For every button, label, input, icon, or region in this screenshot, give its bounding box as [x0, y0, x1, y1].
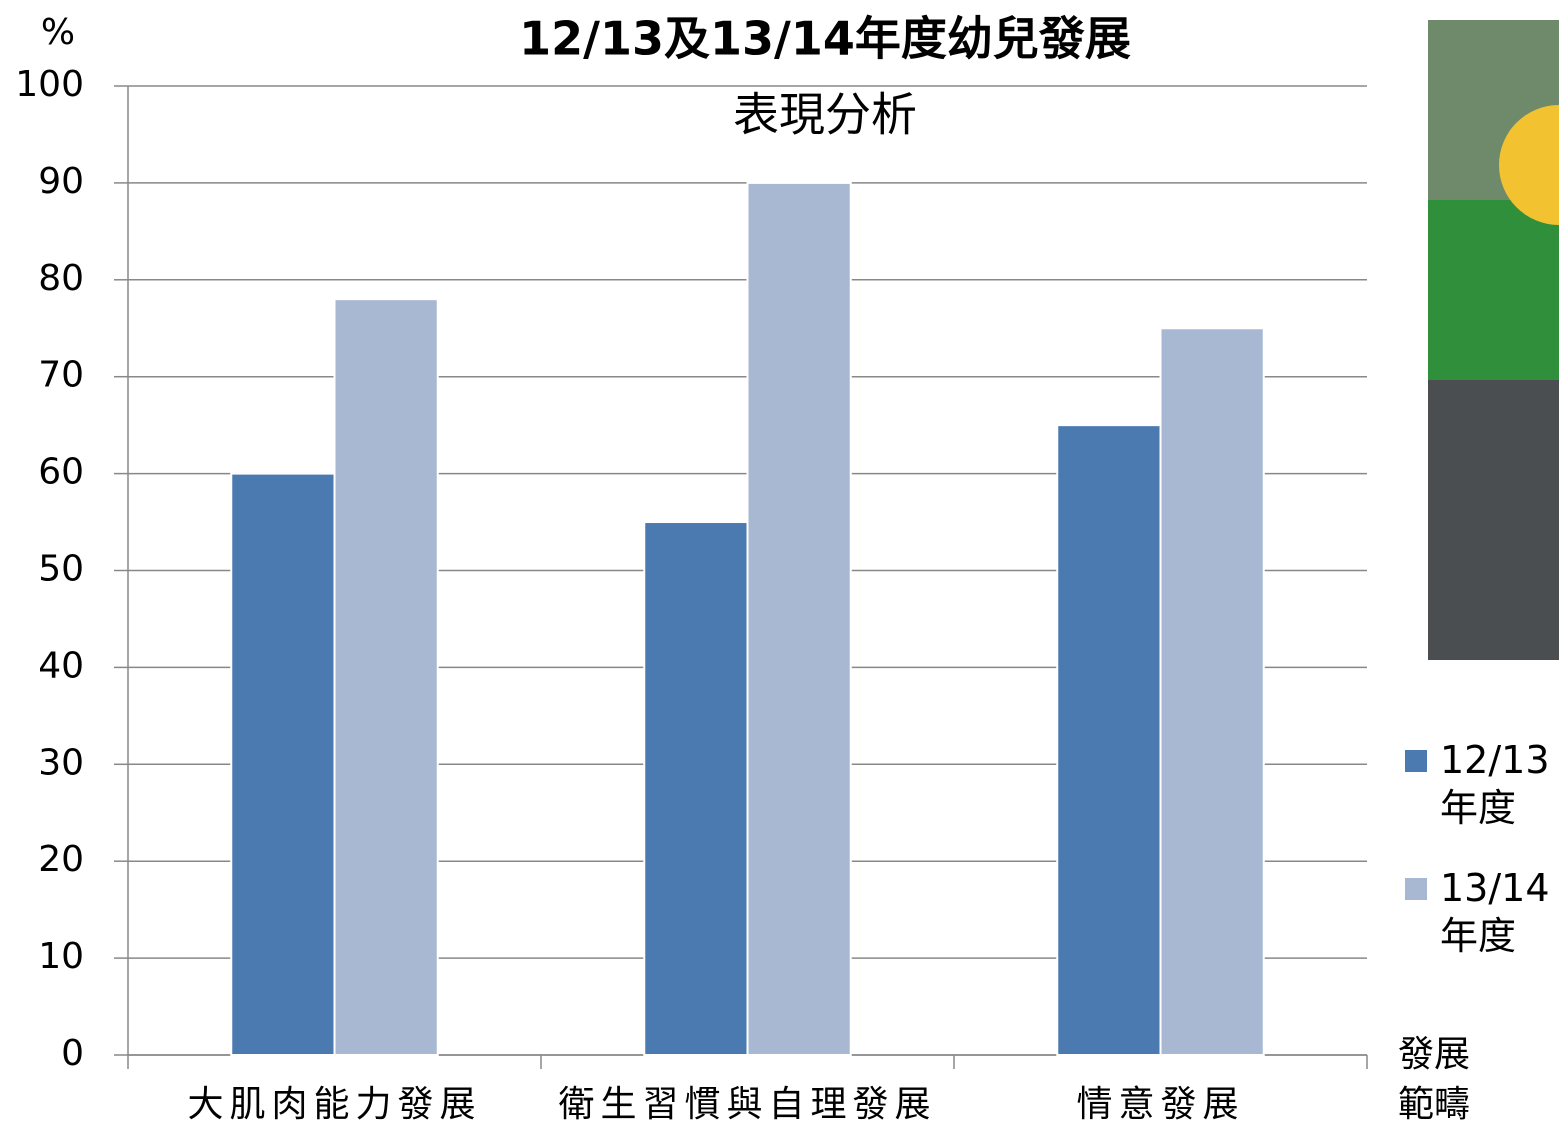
legend-label: 13/14年度	[1440, 866, 1550, 958]
bar	[643, 521, 749, 1056]
y-tick-label: 40	[38, 645, 84, 686]
bar	[230, 472, 336, 1057]
y-tick-label: 100	[15, 64, 84, 105]
y-tick-label: 80	[38, 258, 84, 299]
y-tick-label: 50	[38, 549, 84, 590]
y-tick-label: 0	[61, 1033, 84, 1074]
photo-detail	[1428, 380, 1559, 660]
y-tick-label: 60	[38, 452, 84, 493]
y-tick-label: 70	[38, 355, 84, 396]
y-axis-label: %	[41, 12, 75, 53]
bar	[1056, 424, 1162, 1056]
y-tick-label: 30	[38, 742, 84, 783]
y-tick-label: 10	[38, 936, 84, 977]
legend-swatch	[1405, 750, 1427, 772]
legend-label: 12/13年度	[1440, 738, 1550, 830]
bar	[1159, 327, 1265, 1056]
x-axis-label: 發展範疇	[1398, 1034, 1471, 1125]
photo-detail	[1428, 200, 1559, 380]
x-tick-label: 衛生習慣與自理發展	[558, 1084, 936, 1125]
bar	[333, 298, 439, 1056]
x-tick-label: 情意發展	[1076, 1084, 1244, 1125]
legend-swatch	[1405, 878, 1427, 900]
chart-title: 12/13及13/14年度幼兒發展	[519, 12, 1131, 66]
x-tick-label: 大肌肉能力發展	[187, 1084, 481, 1125]
photo-face	[1499, 105, 1559, 225]
y-tick-label: 20	[38, 839, 84, 880]
chart-title: 表現分析	[733, 88, 917, 142]
y-tick-label: 90	[38, 161, 84, 202]
bar	[746, 181, 852, 1056]
